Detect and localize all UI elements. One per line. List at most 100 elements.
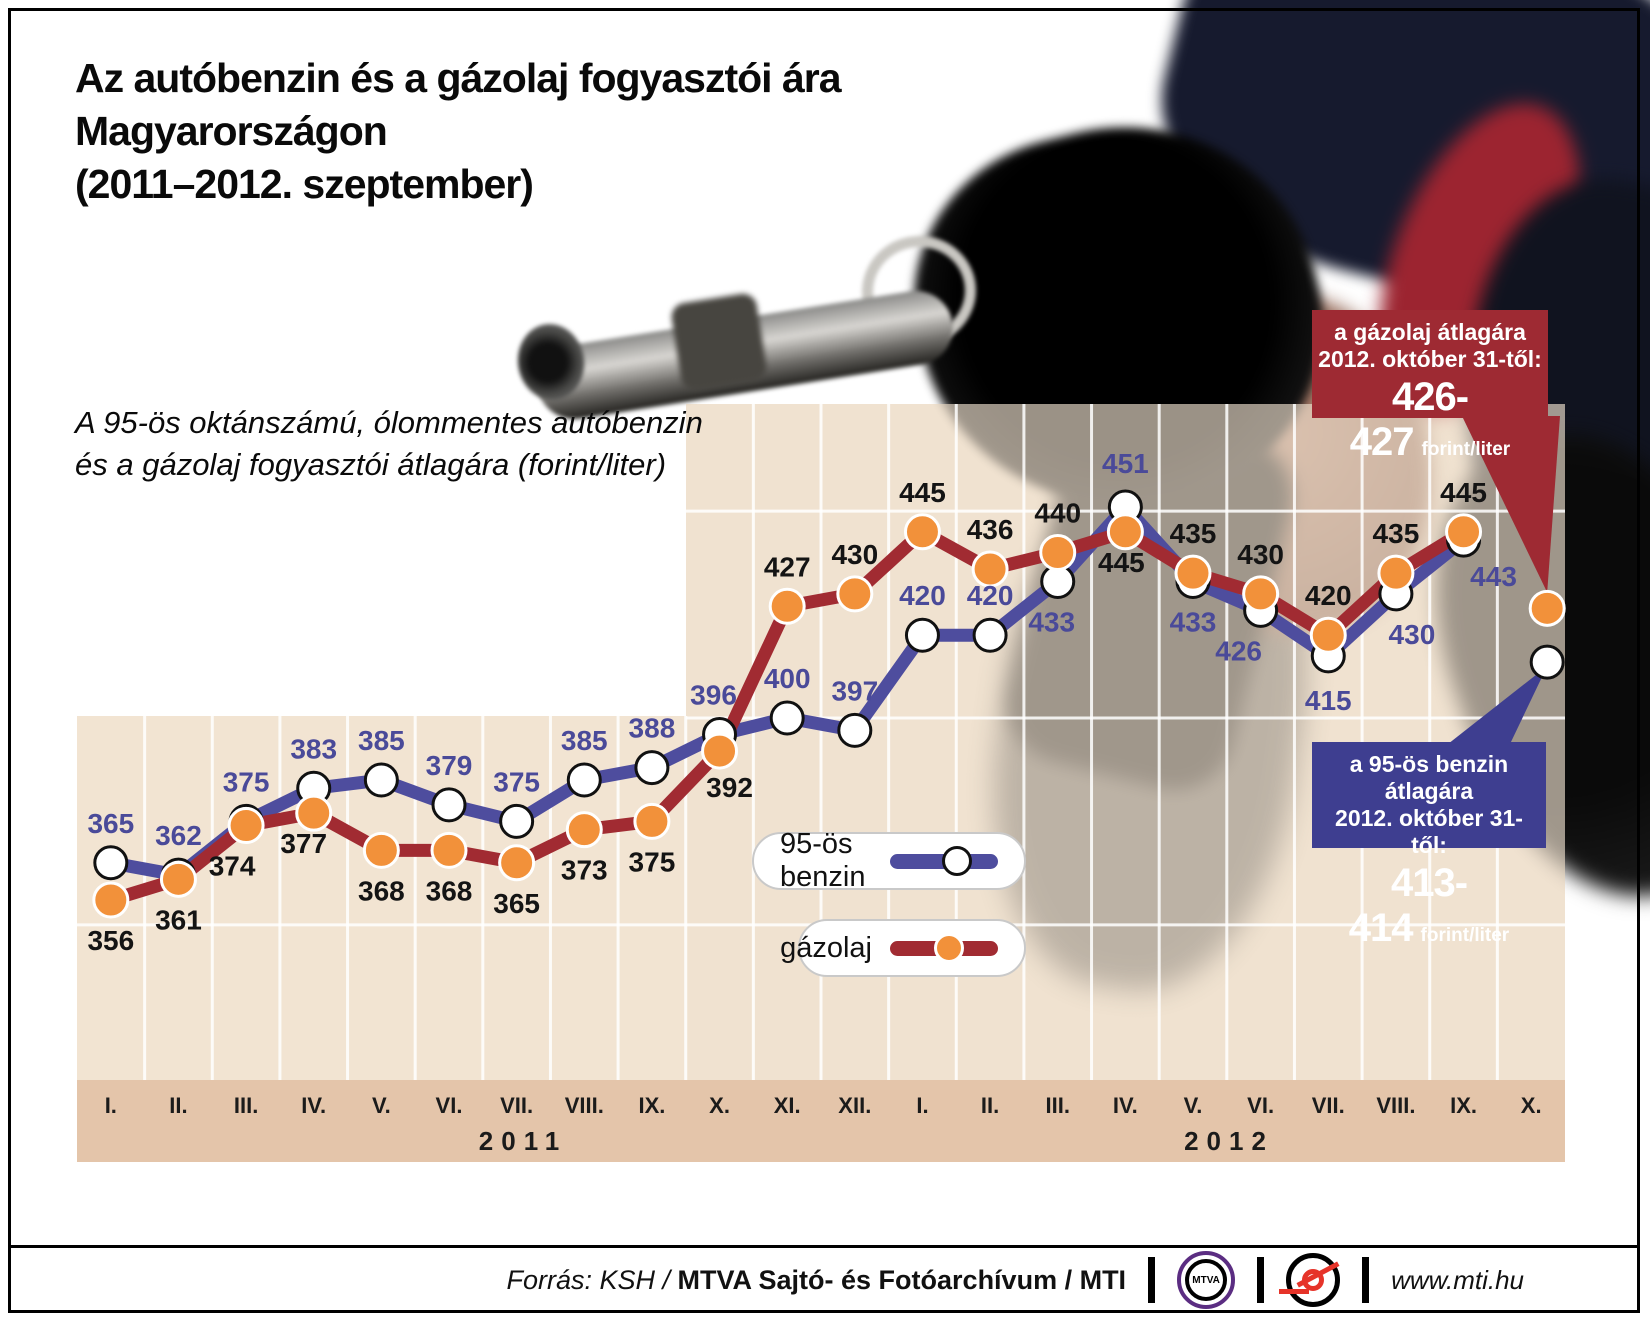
benzin-label-3: 375 xyxy=(223,766,270,797)
benzin-point-13 xyxy=(904,617,940,653)
chart-subtitle-line1: A 95-ös oktánszámú, ólommentes autóbenzi… xyxy=(75,405,703,440)
callout-benzin-unit: forint/liter xyxy=(1420,925,1510,946)
gazolaj-label-1: 356 xyxy=(87,925,134,956)
x-tick-2: II. xyxy=(169,1093,187,1118)
gazolaj-point-10 xyxy=(701,732,739,770)
x-tick-18: VI. xyxy=(1247,1093,1274,1118)
source-bold: MTVA Sajtó- és Fotóarchívum / MTI xyxy=(677,1264,1127,1295)
gazolaj-label-19: 420 xyxy=(1305,580,1352,611)
mtva-logo-text: MTVA xyxy=(1185,1259,1228,1301)
benzin-label-15: 433 xyxy=(1028,606,1075,637)
gazolaj-label-15: 440 xyxy=(1034,497,1081,528)
gazolaj-label-18: 430 xyxy=(1237,539,1284,570)
x-tick-1: I. xyxy=(105,1093,117,1118)
gazolaj-point-11 xyxy=(768,587,806,625)
legend-benzin-label: 95-ös benzin xyxy=(780,828,866,893)
gazolaj-label-9: 375 xyxy=(629,846,676,877)
gazolaj-label-13: 445 xyxy=(899,477,946,508)
benzin-label-1: 365 xyxy=(87,808,134,839)
x-tick-9: IX. xyxy=(638,1093,665,1118)
gazolaj-point-18 xyxy=(1242,575,1280,613)
gazolaj-label-21: 445 xyxy=(1440,477,1487,508)
benzin-point-14 xyxy=(972,617,1008,653)
x-tick-13: I. xyxy=(916,1093,928,1118)
benzin-label-14: 420 xyxy=(967,580,1014,611)
page-title-line2: Magyarországon xyxy=(75,108,388,154)
x-tick-16: IV. xyxy=(1113,1093,1138,1118)
legend-gazolaj-label: gázolaj xyxy=(780,931,872,964)
gazolaj-label-17: 435 xyxy=(1170,518,1217,549)
gazolaj-label-11: 427 xyxy=(764,551,811,582)
x-tick-21: IX. xyxy=(1450,1093,1477,1118)
gazolaj-point-4 xyxy=(295,794,333,832)
page-title-line3: (2011–2012. szeptember) xyxy=(75,161,534,207)
gazolaj-point-20 xyxy=(1377,554,1415,592)
x-axis-band xyxy=(77,1080,1565,1162)
gazolaj-label-12: 430 xyxy=(831,539,878,570)
benzin-label-13: 420 xyxy=(899,580,946,611)
mti-logo-icon xyxy=(1279,1253,1341,1307)
x-tick-12: XII. xyxy=(838,1093,871,1118)
benzin-label-9: 388 xyxy=(629,713,676,744)
gazolaj-label-3: 374 xyxy=(209,851,256,882)
benzin-label-4: 383 xyxy=(290,733,337,764)
x-tick-3: III. xyxy=(234,1093,258,1118)
gazolaj-label-8: 373 xyxy=(561,855,608,886)
benzin-point-11 xyxy=(769,700,805,736)
x-tick-8: VIII. xyxy=(565,1093,604,1118)
x-tick-20: VIII. xyxy=(1376,1093,1415,1118)
gazolaj-point-3 xyxy=(227,807,265,845)
benzin-label-2: 362 xyxy=(155,820,202,851)
gazolaj-point-1 xyxy=(92,881,130,919)
year-label-2012: 2012 xyxy=(1184,1126,1274,1156)
benzin-label-7: 375 xyxy=(493,766,540,797)
footer: Forrás: KSH / MTVA Sajtó- és Fotóarchívu… xyxy=(8,1251,1632,1309)
callout-benzin-line1: a 95-ös benzin átlagára xyxy=(1349,751,1509,804)
gazolaj-label-2: 361 xyxy=(155,904,202,935)
gazolaj-point-15 xyxy=(1039,533,1077,571)
gazolaj-point-19 xyxy=(1309,616,1347,654)
gazolaj-label-14: 436 xyxy=(967,514,1014,545)
gazolaj-label-20: 435 xyxy=(1373,518,1420,549)
page-title: Az autóbenzin és a gázolaj fogyasztói ár… xyxy=(75,52,842,211)
benzin-point-7 xyxy=(499,803,535,839)
year-label-2011: 2011 xyxy=(479,1126,567,1156)
benzin-point-12 xyxy=(837,712,873,748)
gazolaj-point-21 xyxy=(1445,513,1483,551)
benzin-point-1 xyxy=(93,845,129,881)
legend-gazolaj-sample xyxy=(890,931,998,965)
x-tick-11: XI. xyxy=(774,1093,801,1118)
benzin-label-5: 385 xyxy=(358,725,405,756)
source-prefix: Forrás: KSH / xyxy=(506,1264,671,1295)
x-tick-4: IV. xyxy=(301,1093,326,1118)
x-tick-5: V. xyxy=(372,1093,391,1118)
callout-diesel-line1: a gázolaj átlagára xyxy=(1334,319,1526,345)
benzin-marker-swatch xyxy=(942,846,972,876)
x-tick-22: X. xyxy=(1521,1093,1542,1118)
gazolaj-point-12 xyxy=(836,575,874,613)
gazolaj-label-7: 365 xyxy=(493,888,540,919)
mtva-logo-icon: MTVA xyxy=(1177,1251,1236,1309)
chart-subtitle: A 95-ös oktánszámú, ólommentes autóbenzi… xyxy=(75,402,703,486)
gazolaj-marker-swatch xyxy=(934,933,964,963)
gazolaj-point-6 xyxy=(430,831,468,869)
benzin-label-11: 400 xyxy=(764,663,811,694)
benzin-label-20: 430 xyxy=(1389,619,1436,650)
benzin-label-19: 415 xyxy=(1305,685,1352,716)
gazolaj-label-4: 377 xyxy=(280,828,327,859)
footer-separator xyxy=(1362,1257,1370,1303)
benzin-point-6 xyxy=(431,787,467,823)
x-tick-17: V. xyxy=(1184,1093,1203,1118)
gazolaj-point-17 xyxy=(1174,554,1212,592)
benzin-label-17: 433 xyxy=(1170,606,1217,637)
gazolaj-label-16: 445 xyxy=(1098,547,1145,578)
x-tick-7: VII. xyxy=(500,1093,533,1118)
benzin-label-16: 451 xyxy=(1102,448,1149,479)
source-credit: Forrás: KSH / MTVA Sajtó- és Fotóarchívu… xyxy=(506,1265,1126,1296)
callout-diesel-unit: forint/liter xyxy=(1421,439,1511,460)
benzin-label-18: 426 xyxy=(1215,635,1262,666)
benzin-point-5 xyxy=(363,762,399,798)
callout-diesel-price: a gázolaj átlagára 2012. október 31-től:… xyxy=(1312,310,1548,464)
gazolaj-point-8 xyxy=(565,811,603,849)
gazolaj-point-16 xyxy=(1106,513,1144,551)
